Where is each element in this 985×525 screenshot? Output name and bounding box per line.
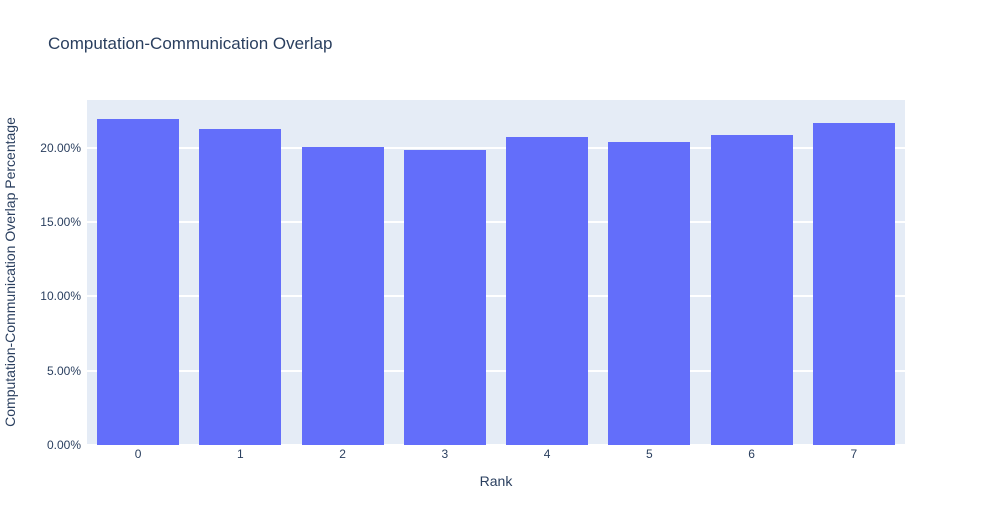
bar-rank-7 [812, 122, 895, 445]
x-tick-label: 3 [441, 447, 449, 461]
bar-rank-5 [608, 141, 691, 445]
x-tick-label: 7 [850, 447, 858, 461]
x-tick-label: 1 [237, 447, 244, 461]
y-tick-label: 0.00% [46, 438, 81, 452]
bar-rank-4 [506, 137, 589, 445]
y-tick-label: 5.00% [46, 363, 81, 378]
gridline [87, 444, 905, 446]
x-tick-label: 0 [134, 447, 142, 461]
x-tick-label: 2 [339, 447, 346, 461]
bar-rank-1 [199, 129, 282, 445]
bar-rank-6 [710, 135, 793, 445]
x-tick-label: 4 [543, 447, 551, 461]
y-tick-label: 10.00% [40, 289, 81, 304]
y-axis-title: Computation-Communication Overlap Percen… [2, 117, 18, 427]
x-tick-label: 6 [748, 447, 755, 461]
gridline [87, 146, 905, 149]
y-tick-label: 20.00% [40, 140, 81, 155]
y-tick-label: 15.00% [40, 214, 81, 229]
bar-rank-3 [403, 149, 486, 445]
chart-title: Computation-Communication Overlap [48, 34, 333, 53]
gridline [87, 369, 905, 372]
plot-area [87, 100, 905, 446]
gridline [87, 220, 905, 223]
bar-rank-0 [97, 118, 180, 445]
x-tick-label: 5 [646, 447, 653, 461]
x-axis-title: Rank [479, 473, 513, 489]
bar-rank-2 [301, 147, 384, 445]
gridline [87, 295, 905, 298]
